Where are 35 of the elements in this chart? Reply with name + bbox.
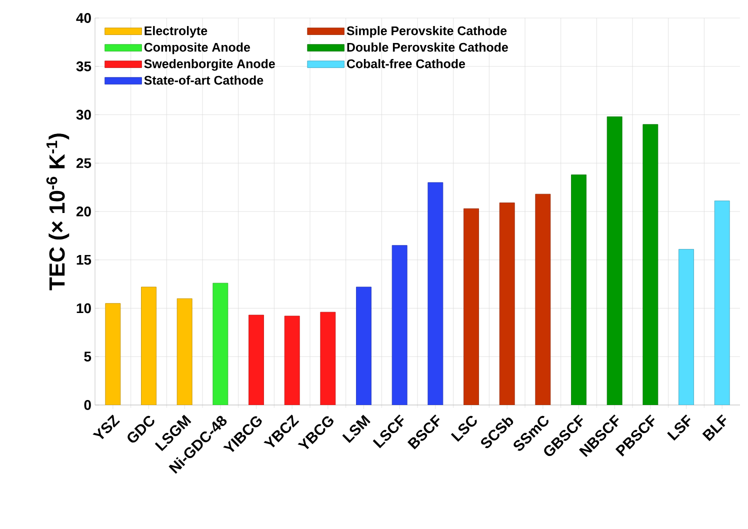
bar <box>499 202 515 405</box>
legend-label: Simple Perovskite Cathode <box>346 26 507 38</box>
bar <box>284 316 300 405</box>
y-tick-label: 0 <box>84 400 91 410</box>
bar <box>642 124 658 405</box>
bar <box>606 116 622 405</box>
bar <box>105 303 121 405</box>
bar <box>571 174 586 405</box>
legend-label: State-of-art Cathode <box>144 76 264 85</box>
y-tick-label: 40 <box>76 13 91 23</box>
bar <box>392 245 408 405</box>
y-tick-label: 15 <box>76 255 92 265</box>
bar <box>356 286 372 405</box>
bar <box>535 194 551 405</box>
y-tick-label: 30 <box>76 110 91 120</box>
x-tick-label: YSZ <box>92 414 120 440</box>
y-tick-label: 25 <box>76 158 92 168</box>
legend-label: Electrolyte <box>144 26 208 38</box>
y-axis-title: TEC (× 10$^{-6}$ K$^{-1}$) <box>46 134 70 290</box>
bar <box>714 200 730 405</box>
bar <box>176 298 192 405</box>
bar <box>320 312 336 405</box>
legend-label: Composite Anode <box>144 42 250 54</box>
legend-label: Cobalt-free Cathode <box>346 59 466 68</box>
y-tick-label: 20 <box>76 206 91 216</box>
legend-label: Swedenborgite Anode <box>144 59 275 71</box>
bar <box>428 182 444 405</box>
legend-label: Double Perovskite Cathode <box>347 42 508 52</box>
bar <box>141 286 156 405</box>
bar <box>464 208 479 405</box>
y-tick-label: 35 <box>76 61 92 72</box>
y-tick-label: 10 <box>76 303 91 314</box>
y-tick-label: 5 <box>84 352 92 362</box>
bar <box>678 249 694 405</box>
bar <box>248 314 264 405</box>
